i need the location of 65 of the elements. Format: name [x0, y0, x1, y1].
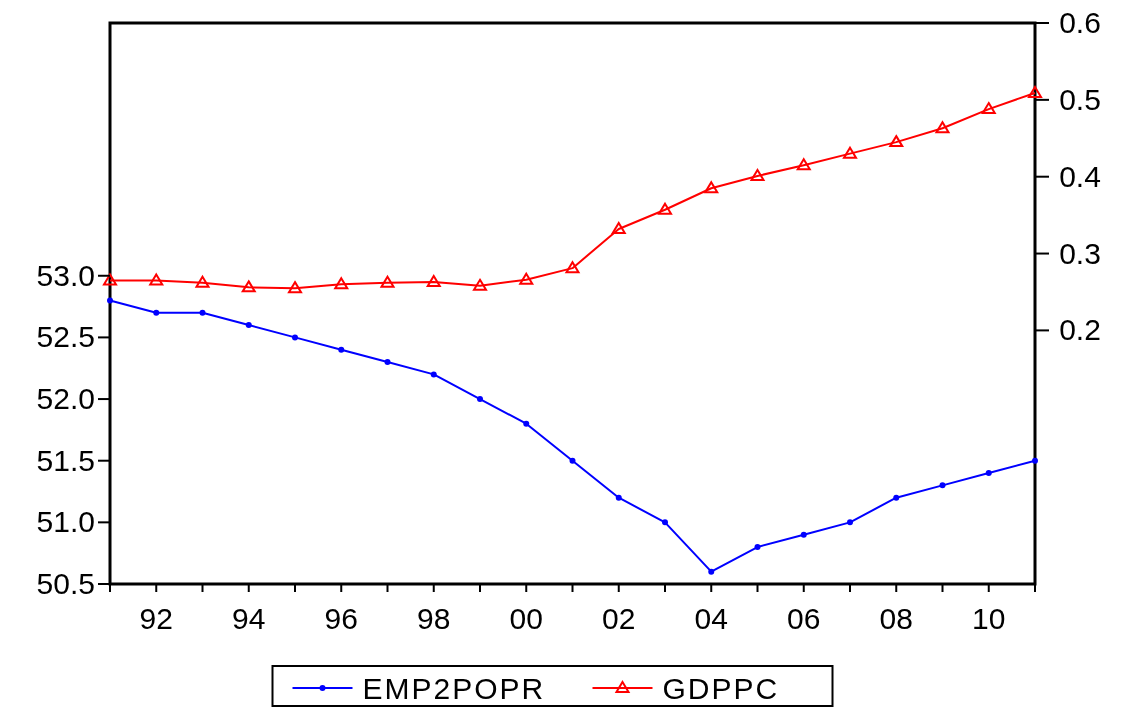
point	[796, 158, 811, 171]
point	[935, 121, 950, 134]
x-tick-label: 08	[879, 602, 913, 635]
x-tick-label: 02	[602, 602, 636, 635]
x-tick-label: 94	[232, 602, 266, 635]
point	[565, 261, 580, 274]
legend-label: EMP2POPR	[362, 672, 546, 705]
point	[153, 309, 160, 316]
point	[615, 494, 622, 501]
y2-tick-label: 0.4	[1059, 159, 1101, 193]
x-tick-label: 96	[324, 602, 358, 635]
x-tick-label: 92	[139, 602, 173, 635]
y-tick-label: 52.5	[36, 320, 95, 354]
point	[658, 202, 672, 215]
point	[708, 568, 715, 575]
x-tick-label: 06	[787, 602, 821, 635]
point	[380, 275, 395, 288]
point	[939, 482, 946, 489]
point	[847, 519, 853, 526]
point	[611, 221, 626, 234]
point	[704, 181, 719, 194]
point	[473, 278, 487, 291]
y2-tick-label: 0.3	[1059, 236, 1101, 270]
point	[519, 272, 534, 285]
x-tick-label: 04	[694, 602, 728, 635]
point	[149, 273, 164, 286]
y2-tick-label: 0.2	[1059, 313, 1101, 347]
point	[754, 544, 761, 551]
y2-tick-label: 0.5	[1059, 82, 1101, 116]
y-tick-label: 51.0	[36, 505, 95, 539]
point	[477, 396, 483, 403]
point	[288, 281, 302, 294]
point	[1032, 457, 1038, 464]
x-tick-label: 00	[509, 602, 543, 635]
point	[843, 146, 857, 159]
point	[338, 346, 345, 353]
x-tick-label: 98	[417, 602, 451, 635]
point	[1028, 85, 1042, 98]
point	[750, 168, 765, 181]
x-tick-label: 10	[972, 602, 1006, 635]
point	[195, 275, 210, 288]
point	[981, 102, 996, 115]
point	[430, 371, 437, 378]
point	[662, 519, 668, 526]
point	[889, 135, 904, 148]
y-tick-label: 51.5	[36, 443, 95, 477]
y2-tick-label: 0.6	[1059, 6, 1101, 39]
y-tick-label: 50.5	[36, 567, 95, 600]
y-tick-label: 52.0	[36, 382, 95, 416]
legend-label: GDPPC	[662, 672, 780, 705]
point	[241, 280, 256, 293]
y-tick-label: 53.0	[36, 258, 95, 292]
point	[426, 274, 441, 287]
point	[800, 531, 807, 538]
point	[107, 297, 113, 304]
point	[384, 359, 391, 366]
point	[199, 309, 206, 316]
point	[245, 322, 252, 329]
point	[569, 457, 576, 464]
point	[523, 420, 530, 427]
point	[334, 277, 349, 290]
point	[103, 273, 117, 286]
point	[292, 334, 298, 341]
point	[893, 494, 900, 501]
point	[985, 470, 992, 477]
